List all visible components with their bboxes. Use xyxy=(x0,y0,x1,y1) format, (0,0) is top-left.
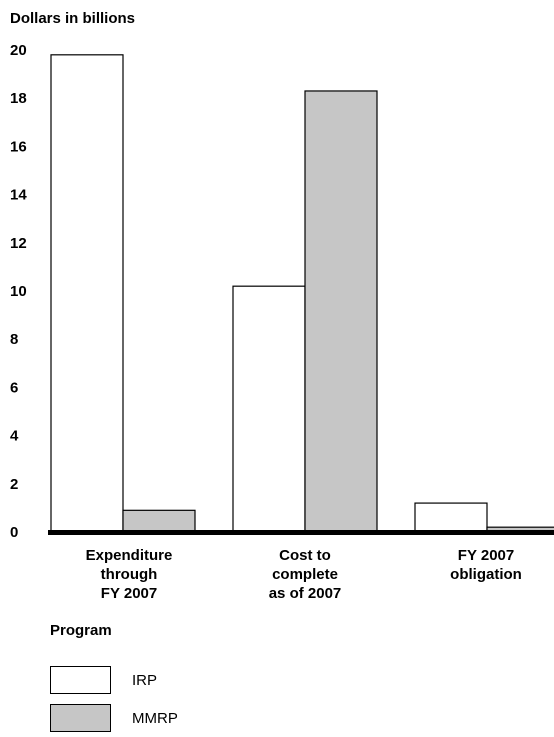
category-label-cost-to-complete: Cost to complete as of 2007 xyxy=(268,547,342,602)
legend-swatch-mmrp xyxy=(50,704,111,732)
bar-mmrp-0 xyxy=(122,509,196,533)
y-tick-label: 2 xyxy=(10,476,18,493)
legend-title: Program xyxy=(50,622,112,639)
y-tick-label: 8 xyxy=(10,331,18,348)
y-tick-label: 4 xyxy=(10,428,19,445)
bar-mmrp-1 xyxy=(304,90,378,533)
bar-irp-1 xyxy=(232,285,306,533)
y-tick-label: 16 xyxy=(10,138,27,155)
bar-irp-2 xyxy=(414,502,488,533)
y-tick-label: 20 xyxy=(10,42,27,59)
y-tick-label: 6 xyxy=(10,379,18,396)
legend-label-mmrp: MMRP xyxy=(132,710,178,727)
y-tick-label: 10 xyxy=(10,283,27,300)
bar-irp-0 xyxy=(50,54,124,533)
y-tick-label: 0 xyxy=(10,524,18,541)
legend-label-irp: IRP xyxy=(132,672,158,689)
legend-swatch-irp xyxy=(50,666,111,694)
y-axis-ticks: 0 2 4 6 8 10 12 14 16 18 20 xyxy=(10,42,27,541)
category-label-obligation: FY 2007 obligation xyxy=(450,547,522,583)
y-tick-label: 14 xyxy=(10,187,27,204)
bars xyxy=(50,54,554,533)
y-tick-label: 12 xyxy=(10,235,27,252)
y-tick-label: 18 xyxy=(10,90,27,107)
category-label-expenditure: Expenditure through FY 2007 xyxy=(85,547,173,602)
x-axis-baseline xyxy=(48,530,554,535)
y-axis-label: Dollars in billions xyxy=(10,10,136,27)
